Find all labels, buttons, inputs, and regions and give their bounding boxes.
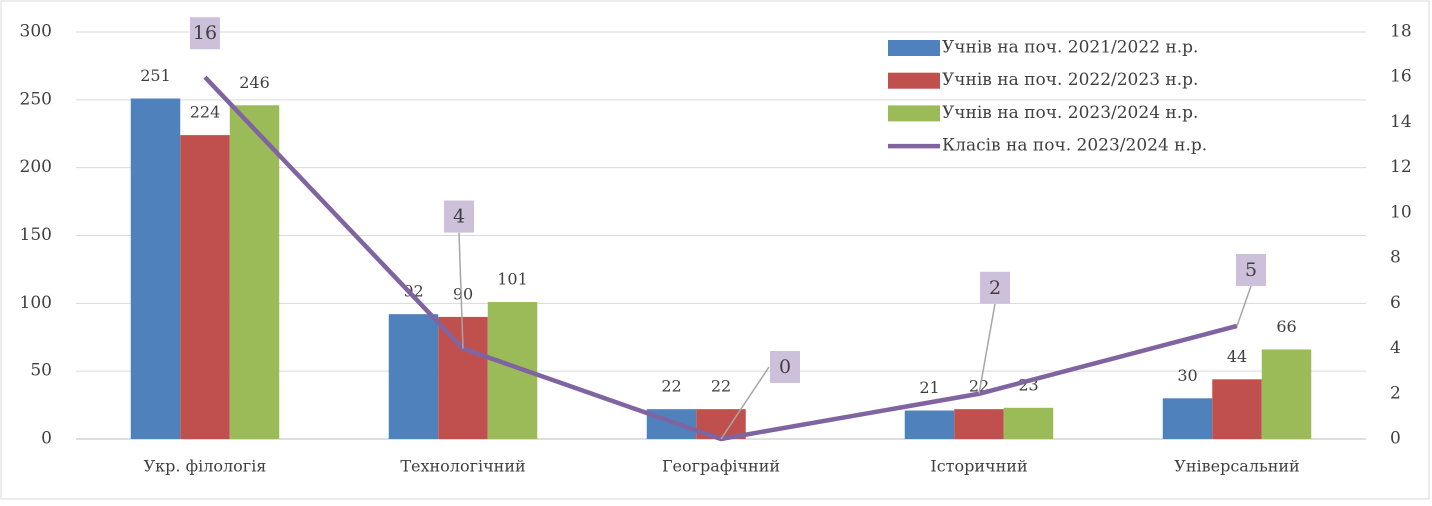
bar	[1261, 349, 1312, 439]
data-label: 66	[1276, 317, 1296, 336]
data-label: 101	[497, 269, 528, 288]
bar	[180, 135, 230, 439]
data-label-box	[1236, 253, 1266, 286]
bar	[1003, 407, 1054, 439]
data-label: 5	[1245, 259, 1257, 281]
data-label: 90	[453, 284, 473, 303]
x-tick-label: Географічний	[662, 457, 780, 476]
y-tick-label: 150	[20, 225, 52, 245]
y-tick-label: 200	[20, 157, 52, 177]
data-label: 4	[453, 206, 465, 228]
leader-line	[458, 232, 464, 349]
bar	[1162, 398, 1213, 439]
y2-tick-label: 4	[1390, 338, 1401, 358]
y2-tick-label: 14	[1390, 112, 1412, 132]
data-label: 30	[1177, 366, 1197, 385]
legend-label: Учнів на поч. 2022/2023 н.р.	[942, 70, 1198, 90]
x-tick-label: Універсальний	[1174, 457, 1299, 476]
legend-label: Класів на поч. 2023/2024 н.р.	[942, 136, 1207, 156]
y2-tick-label: 6	[1390, 293, 1401, 313]
data-label-box	[980, 271, 1010, 304]
data-label: 251	[140, 66, 171, 85]
data-label: 22	[661, 377, 681, 396]
y2-tick-label: 10	[1390, 202, 1412, 222]
data-label: 16	[193, 22, 217, 44]
y2-tick-label: 18	[1390, 22, 1412, 42]
data-label: 246	[239, 73, 270, 92]
y2-tick-label: 2	[1390, 383, 1401, 403]
x-tick-label: Укр. філологія	[144, 457, 267, 476]
y-tick-label: 300	[20, 22, 52, 42]
bar	[229, 105, 280, 439]
bar	[954, 409, 1004, 439]
data-label: 44	[1227, 347, 1247, 366]
x-tick-label: Технологічний	[400, 457, 525, 476]
data-label-box	[190, 17, 220, 50]
data-label: 224	[190, 103, 221, 122]
data-label-box	[444, 200, 474, 233]
bar	[904, 410, 955, 439]
bar	[1212, 379, 1262, 439]
leader-line	[720, 366, 770, 440]
y2-tick-label: 8	[1390, 248, 1401, 268]
x-tick-label: Історичний	[930, 457, 1027, 476]
data-label: 22	[711, 377, 731, 396]
data-label: 21	[919, 378, 939, 397]
leader-line	[1236, 285, 1252, 327]
legend-swatch	[888, 105, 940, 122]
legend-swatch	[888, 72, 940, 89]
data-label: 92	[403, 282, 423, 301]
y-tick-label: 50	[30, 361, 52, 381]
y2-tick-label: 12	[1390, 157, 1412, 177]
y-tick-label: 0	[41, 429, 52, 449]
y2-tick-label: 0	[1390, 429, 1401, 449]
leader-line	[978, 303, 996, 394]
y2-tick-label: 16	[1390, 67, 1412, 87]
y-tick-label: 250	[20, 89, 52, 109]
y-tick-label: 100	[20, 293, 52, 313]
legend-swatch	[888, 40, 940, 56]
legend-label: Учнів на поч. 2021/2022 н.р.	[942, 38, 1198, 58]
bar	[388, 314, 439, 439]
data-label: 0	[779, 356, 791, 378]
data-label-box	[770, 351, 800, 383]
data-label: 2	[989, 277, 1001, 299]
legend-label: Учнів на поч. 2023/2024 н.р.	[942, 103, 1198, 123]
bar	[130, 98, 181, 439]
